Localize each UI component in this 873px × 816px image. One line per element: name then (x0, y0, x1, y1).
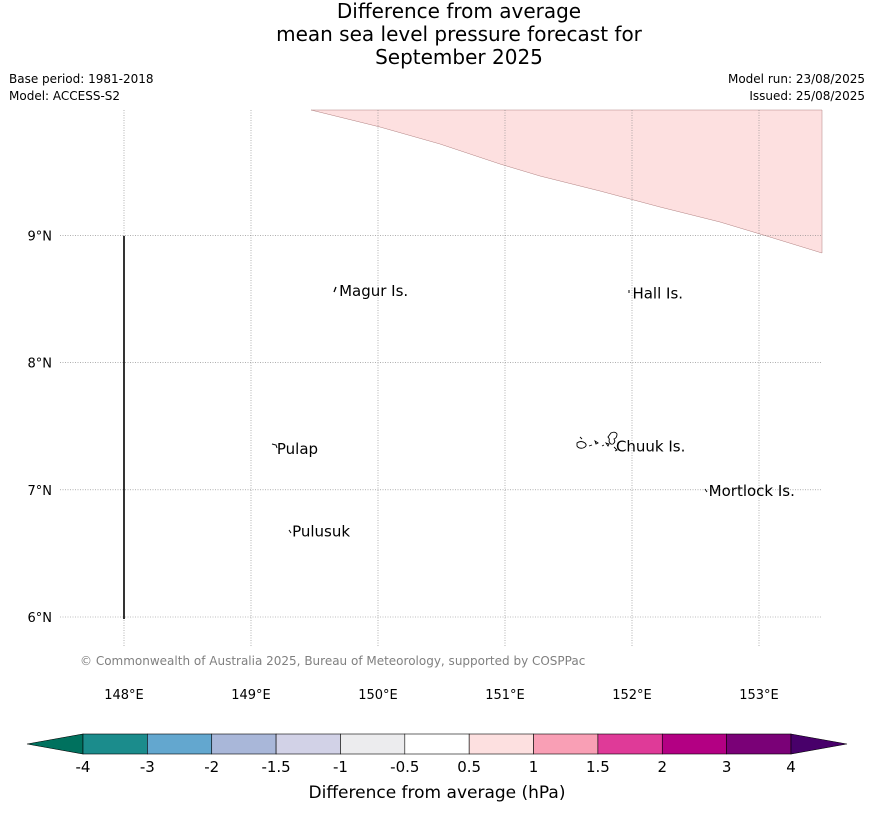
lat-tick-label: 8°N (28, 357, 53, 372)
colorbar-tick-label: 3 (722, 758, 732, 776)
colorbar-over-arrow (790, 733, 848, 755)
place-label: Magur Is. (339, 282, 408, 300)
magur-island-outline (333, 286, 337, 293)
shaded-region-layer (310, 109, 823, 254)
colorbar-box (597, 733, 663, 755)
colorbar-box (82, 733, 148, 755)
colorbar-box (404, 733, 470, 755)
place-label: Pulusuk (292, 523, 350, 541)
meta-left: Base period: 1981-2018 Model: ACCESS-S2 (9, 71, 154, 105)
issued-text: Issued: 25/08/2025 (749, 89, 865, 103)
place-labels: Magur Is. Hall Is. Pulap Chuuk Is. Mortlock … (277, 282, 795, 540)
colorbar-under-arrow (26, 733, 84, 755)
lat-tick-label: 6°N (28, 611, 53, 626)
colorbar-tick-label: -2 (204, 758, 219, 776)
island-outlines (271, 286, 708, 534)
copyright-text: © Commonwealth of Australia 2025, Bureau… (80, 654, 585, 668)
colorbar-tick-label: -3 (140, 758, 155, 776)
lon-tick-label: 149°E (231, 688, 271, 703)
colorbar-box (468, 733, 534, 755)
lat-tick-label: 9°N (28, 229, 53, 244)
place-label: Hall Is. (632, 285, 683, 303)
pulap-island-outline (271, 443, 278, 449)
lon-tick-label: 152°E (612, 688, 652, 703)
lon-tick-label: 153°E (739, 688, 779, 703)
mortlock-island-outline (704, 488, 708, 493)
place-label: Chuuk Is. (616, 437, 685, 455)
lat-tick-label: 7°N (28, 484, 53, 499)
colorbar-tick-label: 1.5 (586, 758, 610, 776)
colorbar-tick-label: 2 (657, 758, 667, 776)
meta-right: Model run: 23/08/2025 Issued: 25/08/2025 (728, 71, 865, 105)
base-period-text: Base period: 1981-2018 (9, 72, 154, 86)
axis-tick-labels: 148°E 149°E 150°E 151°E 152°E 153°E 9°N 8°N 7°N 6… (28, 229, 779, 703)
lon-tick-label: 150°E (358, 688, 398, 703)
colorbar-tick-label: -4 (76, 758, 91, 776)
pulusuk-island-outline (288, 529, 292, 534)
colorbar-label: Difference from average (hPa) (309, 783, 566, 803)
lon-tick-label: 148°E (104, 688, 144, 703)
colorbar-tick-label: -1 (333, 758, 348, 776)
colorbar-tick-labels: -4 -3 -2 -1.5 -1 -0.5 0.5 1 1.5 2 3 4 (76, 758, 796, 776)
colorbar-box (661, 733, 727, 755)
title-line-1: Difference from average (336, 0, 582, 23)
colorbar-box (147, 733, 213, 755)
colorbar-tick-label: 4 (786, 758, 796, 776)
title-line-3: September 2025 (375, 45, 543, 69)
colorbar-tick-label: 0.5 (457, 758, 481, 776)
lon-tick-label: 151°E (485, 688, 525, 703)
colorbar-tick-label: 1 (529, 758, 539, 776)
colorbar-box (211, 733, 277, 755)
colorbar-box (275, 733, 341, 755)
place-label: Mortlock Is. (709, 482, 795, 500)
colorbar-box (340, 733, 406, 755)
colorbar-tick-label: -0.5 (390, 758, 419, 776)
colorbar-box (726, 733, 792, 755)
title-line-2: mean sea level pressure forecast for (276, 22, 642, 46)
model-text: Model: ACCESS-S2 (9, 89, 121, 103)
colorbar-boxes (82, 733, 792, 755)
positive-anomaly-region (310, 109, 823, 254)
chart-title: Difference from average mean sea level p… (0, 0, 873, 69)
colorbar-box (533, 733, 599, 755)
colorbar-tick-label: -1.5 (261, 758, 290, 776)
model-run-text: Model run: 23/08/2025 (727, 72, 865, 86)
chuuk-lagoon-outline (576, 431, 618, 452)
place-label: Pulap (277, 440, 318, 458)
